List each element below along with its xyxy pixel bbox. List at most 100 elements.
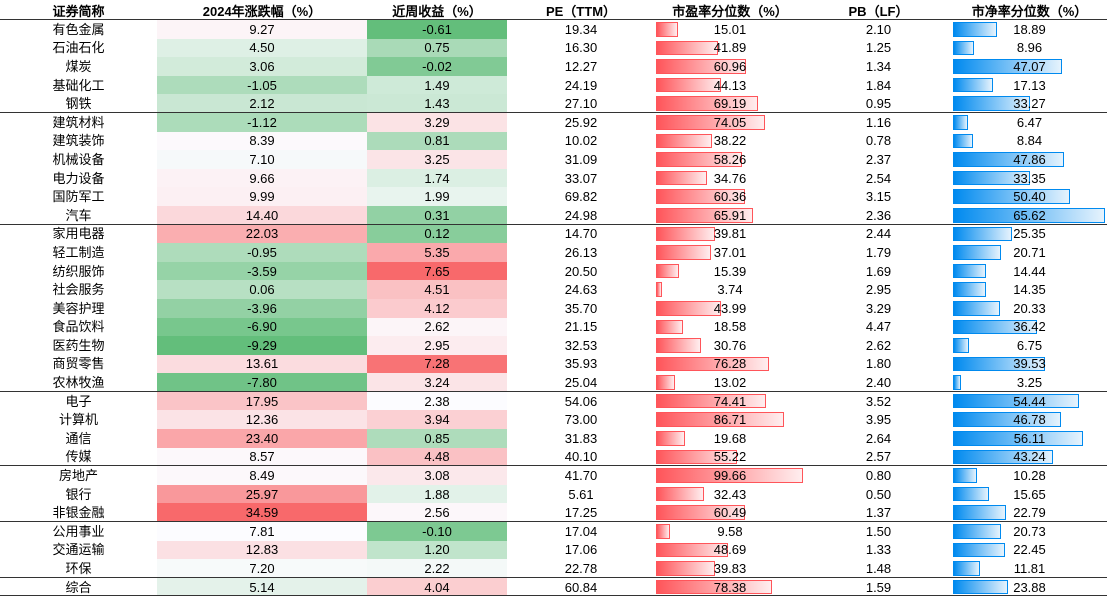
cell-security-name: 传媒 bbox=[0, 448, 157, 467]
pb-lf-value: 1.33 bbox=[865, 542, 892, 558]
table-row: 医药生物 -9.29 2.95 32.53 30.76 2.62 6.75 bbox=[0, 336, 1107, 355]
security-name-label: 传媒 bbox=[65, 449, 92, 465]
security-name-label: 建筑装饰 bbox=[52, 133, 105, 149]
industry-group: 家用电器 22.03 0.12 14.70 39.81 2.44 25.35 轻工制造 -0.9… bbox=[0, 224, 1107, 393]
table-row: 汽车 14.40 0.31 24.98 65.91 2.36 65.62 bbox=[0, 205, 1107, 225]
pe-percentile-value: 3.74 bbox=[717, 282, 743, 298]
pe-percentile-value: 15.01 bbox=[713, 21, 747, 37]
weekly-return-value: 0.31 bbox=[424, 207, 450, 223]
pb-percentile-bar bbox=[953, 77, 993, 93]
pe-percentile-value: 9.58 bbox=[717, 523, 743, 539]
cell-ytd-change: 2.12 bbox=[157, 94, 367, 113]
pe-percentile-value: 30.76 bbox=[713, 337, 747, 353]
cell-pe-ttm: 60.84 bbox=[507, 578, 655, 597]
table-row: 建筑材料 -1.12 3.29 25.92 74.05 1.16 6.47 bbox=[0, 112, 1107, 132]
pe-ttm-value: 21.15 bbox=[564, 319, 598, 335]
weekly-return-value: 7.65 bbox=[424, 263, 450, 279]
cell-pb-lf: 0.78 bbox=[805, 132, 952, 151]
pe-percentile-value: 78.38 bbox=[713, 579, 747, 595]
cell-weekly-return: 4.12 bbox=[367, 298, 507, 318]
cell-pb-lf: 2.57 bbox=[805, 448, 952, 467]
pe-percentile-bar bbox=[656, 431, 686, 446]
cell-pe-ttm: 25.92 bbox=[507, 113, 655, 132]
pb-lf-value: 1.25 bbox=[865, 40, 892, 56]
pb-percentile-bar bbox=[953, 22, 997, 37]
pe-percentile-bar bbox=[656, 207, 754, 223]
pb-percentile-bar bbox=[953, 114, 968, 130]
cell-pb-percentile: 8.96 bbox=[952, 39, 1107, 58]
weekly-return-value: -0.61 bbox=[422, 21, 452, 37]
cell-weekly-return: 4.04 bbox=[367, 577, 507, 597]
cell-pe-ttm: 24.63 bbox=[507, 280, 655, 299]
cell-security-name: 通信 bbox=[0, 429, 157, 448]
weekly-return-value: 0.12 bbox=[424, 226, 450, 242]
cell-pe-ttm: 17.06 bbox=[507, 541, 655, 560]
ytd-change-value: -1.12 bbox=[247, 114, 277, 130]
cell-ytd-change: 7.81 bbox=[157, 522, 367, 541]
header-pe-ttm: PE（TTM） bbox=[545, 3, 617, 19]
cell-pe-percentile: 44.13 bbox=[655, 76, 805, 95]
cell-pe-percentile: 15.39 bbox=[655, 262, 805, 281]
ytd-change-value: 8.49 bbox=[249, 468, 275, 484]
cell-security-name: 煤炭 bbox=[0, 57, 157, 76]
cell-security-name: 石油石化 bbox=[0, 39, 157, 58]
pe-ttm-value: 24.63 bbox=[564, 282, 598, 298]
ytd-change-value: -3.96 bbox=[247, 300, 277, 316]
table-row: 非银金融 34.59 2.56 17.25 60.49 1.37 22.79 bbox=[0, 503, 1107, 523]
pb-percentile-value: 33.27 bbox=[1013, 96, 1046, 112]
cell-ytd-change: 25.97 bbox=[157, 484, 367, 504]
table-row: 建筑装饰 8.39 0.81 10.02 38.22 0.78 8.84 bbox=[0, 131, 1107, 151]
pb-percentile-bar bbox=[953, 300, 1001, 316]
cell-pe-percentile: 60.96 bbox=[655, 57, 805, 76]
pe-percentile-bar bbox=[656, 356, 769, 372]
pe-ttm-value: 69.82 bbox=[564, 189, 598, 205]
cell-ytd-change: 14.40 bbox=[157, 205, 367, 225]
pe-ttm-value: 40.10 bbox=[564, 449, 598, 465]
pb-lf-value: 1.16 bbox=[865, 114, 892, 130]
cell-pb-percentile: 8.84 bbox=[952, 132, 1107, 151]
table-row: 计算机 12.36 3.94 73.00 86.71 3.95 46.78 bbox=[0, 410, 1107, 430]
pe-percentile-value: 38.22 bbox=[713, 133, 747, 149]
pb-percentile-value: 14.35 bbox=[1013, 282, 1046, 298]
pe-ttm-value: 17.04 bbox=[564, 523, 598, 539]
table-row: 国防军工 9.99 1.99 69.82 60.36 3.15 50.40 bbox=[0, 187, 1107, 206]
weekly-return-value: 3.29 bbox=[424, 114, 450, 130]
pb-percentile-value: 6.75 bbox=[1016, 337, 1043, 353]
cell-ytd-change: 9.66 bbox=[157, 168, 367, 188]
security-name-label: 石油石化 bbox=[52, 40, 105, 56]
cell-pb-lf: 1.34 bbox=[805, 57, 952, 76]
pe-percentile-value: 60.49 bbox=[713, 505, 747, 521]
pe-percentile-value: 32.43 bbox=[713, 486, 747, 502]
pe-percentile-bar bbox=[656, 412, 784, 428]
pe-percentile-bar bbox=[656, 133, 713, 149]
pb-percentile-value: 33.35 bbox=[1013, 170, 1046, 186]
cell-pe-ttm: 40.10 bbox=[507, 448, 655, 467]
cell-pe-percentile: 34.76 bbox=[655, 169, 805, 188]
cell-pb-percentile: 54.44 bbox=[952, 392, 1107, 411]
cell-pe-ttm: 24.98 bbox=[507, 206, 655, 225]
ytd-change-value: 14.40 bbox=[245, 207, 279, 223]
cell-pe-ttm: 73.00 bbox=[507, 410, 655, 429]
ytd-change-value: 2.12 bbox=[249, 96, 275, 112]
cell-pb-lf: 1.25 bbox=[805, 39, 952, 58]
pb-percentile-bar bbox=[953, 319, 1038, 335]
cell-weekly-return: 2.95 bbox=[367, 336, 507, 355]
cell-pb-percentile: 17.13 bbox=[952, 76, 1107, 95]
pb-lf-value: 3.15 bbox=[865, 189, 892, 205]
pe-percentile-bar bbox=[656, 22, 679, 37]
security-name-label: 公用事业 bbox=[52, 523, 105, 539]
pe-ttm-value: 20.50 bbox=[564, 263, 598, 279]
table-row: 综合 5.14 4.04 60.84 78.38 1.59 23.88 bbox=[0, 577, 1107, 597]
cell-pe-percentile: 19.68 bbox=[655, 429, 805, 448]
pe-percentile-value: 18.58 bbox=[713, 319, 747, 335]
cell-pe-percentile: 43.99 bbox=[655, 299, 805, 318]
cell-pb-lf: 4.47 bbox=[805, 318, 952, 337]
pe-percentile-value: 39.81 bbox=[713, 226, 747, 242]
table-row: 通信 23.40 0.85 31.83 19.68 2.64 56.11 bbox=[0, 429, 1107, 448]
table-row: 传媒 8.57 4.48 40.10 55.22 2.57 43.24 bbox=[0, 447, 1107, 467]
pb-lf-value: 3.95 bbox=[865, 412, 892, 428]
cell-weekly-return: 3.08 bbox=[367, 466, 507, 485]
table-row: 机械设备 7.10 3.25 31.09 58.26 2.37 47.86 bbox=[0, 150, 1107, 169]
table-row: 煤炭 3.06 -0.02 12.27 60.96 1.34 47.07 bbox=[0, 57, 1107, 76]
security-name-label: 农林牧渔 bbox=[52, 375, 105, 391]
